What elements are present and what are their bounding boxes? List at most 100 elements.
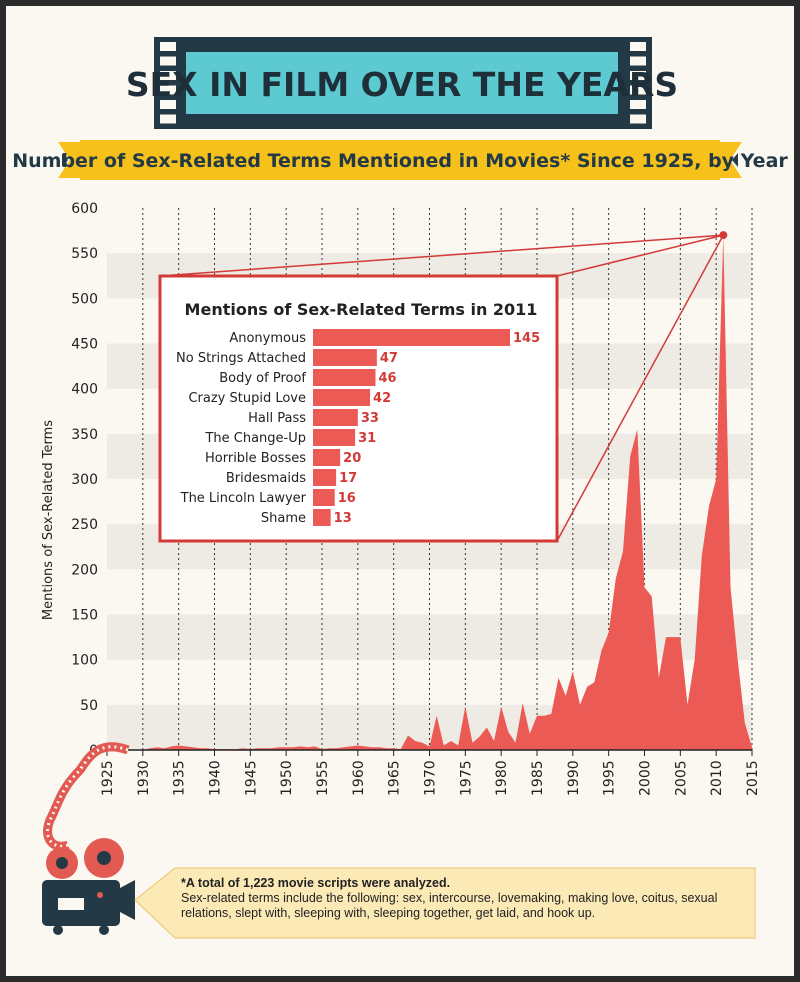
bar-value: 47 bbox=[380, 351, 398, 366]
x-tick-2005: 2005 bbox=[673, 760, 689, 796]
x-tick-1940: 1940 bbox=[208, 760, 224, 796]
x-tick-1950: 1950 bbox=[279, 760, 295, 796]
sprocket-hole bbox=[630, 71, 646, 80]
bar-value: 20 bbox=[343, 451, 361, 466]
y-tick-600: 600 bbox=[71, 201, 98, 217]
x-tick-labels: 1925 1930 1935 1940 1945 1950 1955 1960 1965 1970… bbox=[100, 750, 761, 796]
x-tick-1960: 1960 bbox=[351, 760, 367, 796]
x-tick-1935: 1935 bbox=[172, 760, 188, 796]
footnote-line-1: *A total of 1,223 movie scripts were ana… bbox=[181, 876, 451, 890]
sprocket-hole bbox=[160, 100, 176, 109]
x-tick-1955: 1955 bbox=[315, 760, 331, 796]
bar-label: Crazy Stupid Love bbox=[188, 391, 306, 406]
sprocket-hole bbox=[630, 42, 646, 51]
film-sprockets bbox=[160, 42, 646, 124]
infographic-canvas: SEX IN FILM OVER THE YEARS Number of Sex… bbox=[12, 37, 788, 939]
bar-label: No Strings Attached bbox=[176, 351, 306, 366]
x-tick-1965: 1965 bbox=[387, 760, 403, 796]
infographic-page: SEX IN FILM OVER THE YEARS Number of Sex… bbox=[6, 6, 794, 976]
sprocket-hole bbox=[160, 85, 176, 95]
projector-foot-right bbox=[99, 925, 109, 935]
projector-light bbox=[97, 892, 103, 898]
y-tick-550: 550 bbox=[71, 246, 98, 262]
footnote-background bbox=[134, 867, 756, 939]
sprocket-hole bbox=[160, 71, 176, 80]
reel-right-hub bbox=[97, 851, 111, 865]
bar-0 bbox=[313, 329, 510, 346]
x-tick-1930: 1930 bbox=[136, 760, 152, 796]
bar-value: 17 bbox=[339, 471, 357, 486]
y-tick-300: 300 bbox=[71, 472, 98, 488]
bar-2 bbox=[313, 369, 376, 386]
y-axis-label: Mentions of Sex-Related Terms bbox=[41, 420, 56, 620]
footnote-text: *A total of 1,223 movie scripts were ana… bbox=[181, 876, 741, 921]
x-tick-2010: 2010 bbox=[709, 760, 725, 796]
y-tick-250: 250 bbox=[71, 517, 98, 533]
ribbon-body bbox=[80, 140, 720, 180]
bar-label: The Lincoln Lawyer bbox=[180, 491, 307, 506]
callout-line-top bbox=[159, 234, 724, 277]
bar-value: 13 bbox=[334, 511, 352, 526]
projector-foot-left bbox=[53, 925, 63, 935]
projector-window bbox=[58, 898, 84, 910]
bar-9 bbox=[313, 509, 331, 526]
bar-label: Shame bbox=[261, 511, 306, 526]
ribbon-left-arrow-icon bbox=[62, 153, 68, 167]
y-tick-400: 400 bbox=[71, 382, 98, 398]
sprocket-hole bbox=[160, 114, 176, 124]
x-tick-1925: 1925 bbox=[100, 760, 116, 796]
x-tick-1945: 1945 bbox=[243, 760, 259, 796]
sprocket-hole bbox=[160, 42, 176, 51]
inset-bars: Anonymous 145 No Strings Attached 47 Body of… bbox=[176, 329, 540, 526]
bar-label: Hall Pass bbox=[248, 411, 306, 426]
bar-value: 33 bbox=[361, 411, 379, 426]
y-tick-150: 150 bbox=[71, 608, 98, 624]
sprocket-hole bbox=[630, 100, 646, 109]
page-title: SEX IN FILM OVER THE YEARS bbox=[126, 65, 678, 104]
x-tick-2015: 2015 bbox=[745, 760, 761, 796]
bar-value: 46 bbox=[378, 371, 396, 386]
bar-label: Anonymous bbox=[229, 331, 306, 346]
title-panel bbox=[186, 52, 618, 114]
sprocket-hole bbox=[630, 85, 646, 95]
projector-lens-icon bbox=[120, 880, 135, 920]
inset-bar-chart: Mentions of Sex-Related Terms in 2011 An… bbox=[158, 274, 559, 543]
bar-label: The Change-Up bbox=[204, 431, 306, 446]
bar-value: 16 bbox=[338, 491, 356, 506]
x-tick-1990: 1990 bbox=[566, 760, 582, 796]
bar-value: 31 bbox=[358, 431, 376, 446]
subtitle-ribbon: Number of Sex-Related Terms Mentioned in… bbox=[12, 140, 788, 180]
reel-left-hub bbox=[56, 857, 68, 869]
peak-point-2011 bbox=[719, 231, 728, 240]
x-tick-1980: 1980 bbox=[494, 760, 510, 796]
callout-line-mid bbox=[556, 234, 724, 277]
inset-frame bbox=[158, 274, 559, 543]
bar-label: Horrible Bosses bbox=[205, 451, 306, 466]
x-tick-1975: 1975 bbox=[458, 760, 474, 796]
bar-3 bbox=[313, 389, 371, 406]
bar-value: 145 bbox=[513, 331, 540, 346]
bar-value: 42 bbox=[373, 391, 391, 406]
footnote-line-2: Sex-related terms include the following:… bbox=[181, 891, 718, 920]
title-banner: SEX IN FILM OVER THE YEARS bbox=[126, 37, 678, 129]
bar-1 bbox=[313, 349, 377, 366]
x-tick-1985: 1985 bbox=[530, 760, 546, 796]
bar-label: Body of Proof bbox=[219, 371, 306, 386]
x-tick-1970: 1970 bbox=[423, 760, 439, 796]
bar-7 bbox=[313, 469, 337, 486]
projector-decoration bbox=[42, 742, 135, 935]
film-reel-holes bbox=[46, 745, 129, 848]
bar-4 bbox=[313, 409, 358, 426]
x-tick-1995: 1995 bbox=[602, 760, 618, 796]
sprocket-hole bbox=[160, 56, 176, 66]
bar-label: Bridesmaids bbox=[226, 471, 306, 486]
y-tick-100: 100 bbox=[71, 653, 98, 669]
bar-5 bbox=[313, 429, 356, 446]
ribbon-right-arrow-icon bbox=[732, 153, 738, 167]
x-tick-2000: 2000 bbox=[638, 760, 654, 796]
chart-subtitle: Number of Sex-Related Terms Mentioned in… bbox=[12, 150, 788, 172]
peak-callout bbox=[159, 231, 728, 542]
inset-title: Mentions of Sex-Related Terms in 2011 bbox=[185, 300, 538, 319]
y-tick-500: 500 bbox=[71, 291, 98, 307]
